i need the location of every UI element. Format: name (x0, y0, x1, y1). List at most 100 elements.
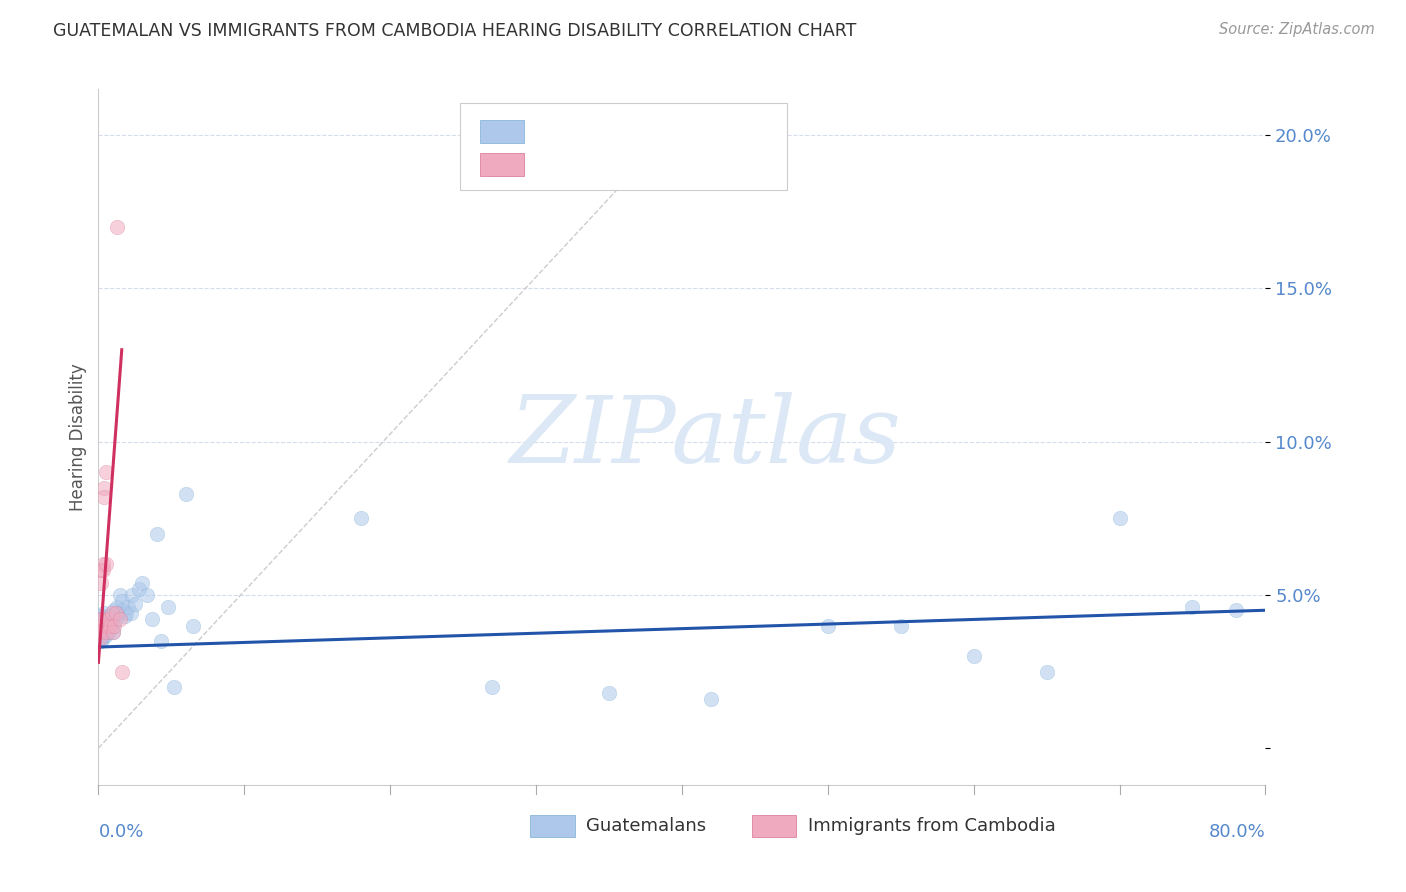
Point (97, 612, 120, 626)
Point (105, 220, 128, 235)
Point (150, 634, 173, 648)
Point (112, 603, 135, 617)
Point (141, 612, 163, 626)
Point (120, 607, 142, 621)
Point (101, 624, 124, 639)
Point (111, 594, 134, 608)
Point (700, 692, 723, 706)
Bar (752, 815, 796, 837)
Point (598, 686, 620, 700)
Point (90, 624, 112, 639)
Point (103, 603, 125, 617)
Point (146, 526, 169, 541)
Point (163, 680, 186, 694)
Point (89, 624, 111, 639)
Text: Source: ZipAtlas.com: Source: ZipAtlas.com (1219, 22, 1375, 37)
Point (90, 609, 112, 624)
Point (89, 618, 111, 632)
Point (91, 558, 114, 572)
Text: 26: 26 (682, 154, 707, 173)
Point (91, 618, 114, 632)
Point (111, 665, 134, 679)
Point (94, 612, 117, 626)
Text: Guatemalans: Guatemalans (586, 817, 706, 835)
Point (89, 618, 111, 632)
Point (90, 624, 112, 639)
Point (114, 609, 136, 624)
Point (93, 615, 115, 630)
Text: GUATEMALAN VS IMMIGRANTS FROM CAMBODIA HEARING DISABILITY CORRELATION CHART: GUATEMALAN VS IMMIGRANTS FROM CAMBODIA H… (53, 22, 856, 40)
Point (128, 582, 150, 596)
Point (104, 612, 127, 626)
Text: N =: N = (638, 154, 679, 173)
Point (481, 680, 503, 694)
Point (890, 618, 912, 632)
Point (1225, 603, 1247, 617)
Point (181, 618, 204, 632)
Point (96, 624, 118, 639)
Text: N =: N = (638, 122, 679, 140)
Point (94, 558, 117, 572)
Point (96, 618, 118, 632)
Text: Immigrants from Cambodia: Immigrants from Cambodia (808, 817, 1056, 835)
Text: 71: 71 (682, 122, 707, 140)
Point (90, 618, 112, 632)
Point (817, 618, 839, 632)
Point (89, 631, 111, 645)
Point (124, 597, 146, 611)
Text: 0.576: 0.576 (581, 154, 637, 173)
Point (96, 618, 118, 632)
Point (1035, 665, 1057, 679)
Point (105, 600, 128, 615)
Bar (530, 815, 575, 837)
Point (100, 612, 122, 626)
Point (110, 607, 132, 621)
Point (89, 612, 111, 626)
Point (98, 609, 121, 624)
Point (101, 624, 124, 639)
Point (94, 466, 117, 480)
Text: ZIPatlas: ZIPatlas (509, 392, 901, 482)
Point (89, 612, 111, 626)
Point (90, 563, 112, 577)
Text: R =: R = (538, 122, 578, 140)
Point (90, 634, 112, 648)
Point (174, 487, 197, 501)
Point (93, 481, 115, 495)
Point (91, 612, 114, 626)
Point (89, 631, 111, 645)
Point (89, 624, 111, 639)
Point (97, 615, 120, 630)
Point (90, 618, 112, 632)
Y-axis label: Hearing Disability: Hearing Disability (69, 363, 87, 511)
Point (89, 622, 111, 636)
Point (104, 607, 127, 621)
Point (350, 511, 373, 525)
Point (100, 607, 122, 621)
Point (131, 575, 153, 590)
Point (98, 618, 121, 632)
Point (135, 588, 157, 602)
Point (110, 588, 132, 602)
Point (117, 600, 139, 615)
Point (121, 588, 143, 602)
Point (91, 563, 114, 577)
Point (91, 628, 114, 642)
Point (97, 624, 120, 639)
Point (89, 628, 111, 642)
Point (89, 615, 111, 630)
Point (90, 622, 112, 636)
Point (962, 649, 984, 664)
Point (94, 622, 117, 636)
Point (94, 628, 117, 642)
Point (90, 615, 112, 630)
Bar (479, 120, 524, 144)
Text: 0.0%: 0.0% (98, 823, 143, 841)
Text: 80.0%: 80.0% (1209, 823, 1265, 841)
Point (103, 618, 125, 632)
Point (93, 618, 115, 632)
Point (90, 612, 112, 626)
Point (101, 618, 124, 632)
Point (98, 618, 121, 632)
Point (89, 624, 111, 639)
